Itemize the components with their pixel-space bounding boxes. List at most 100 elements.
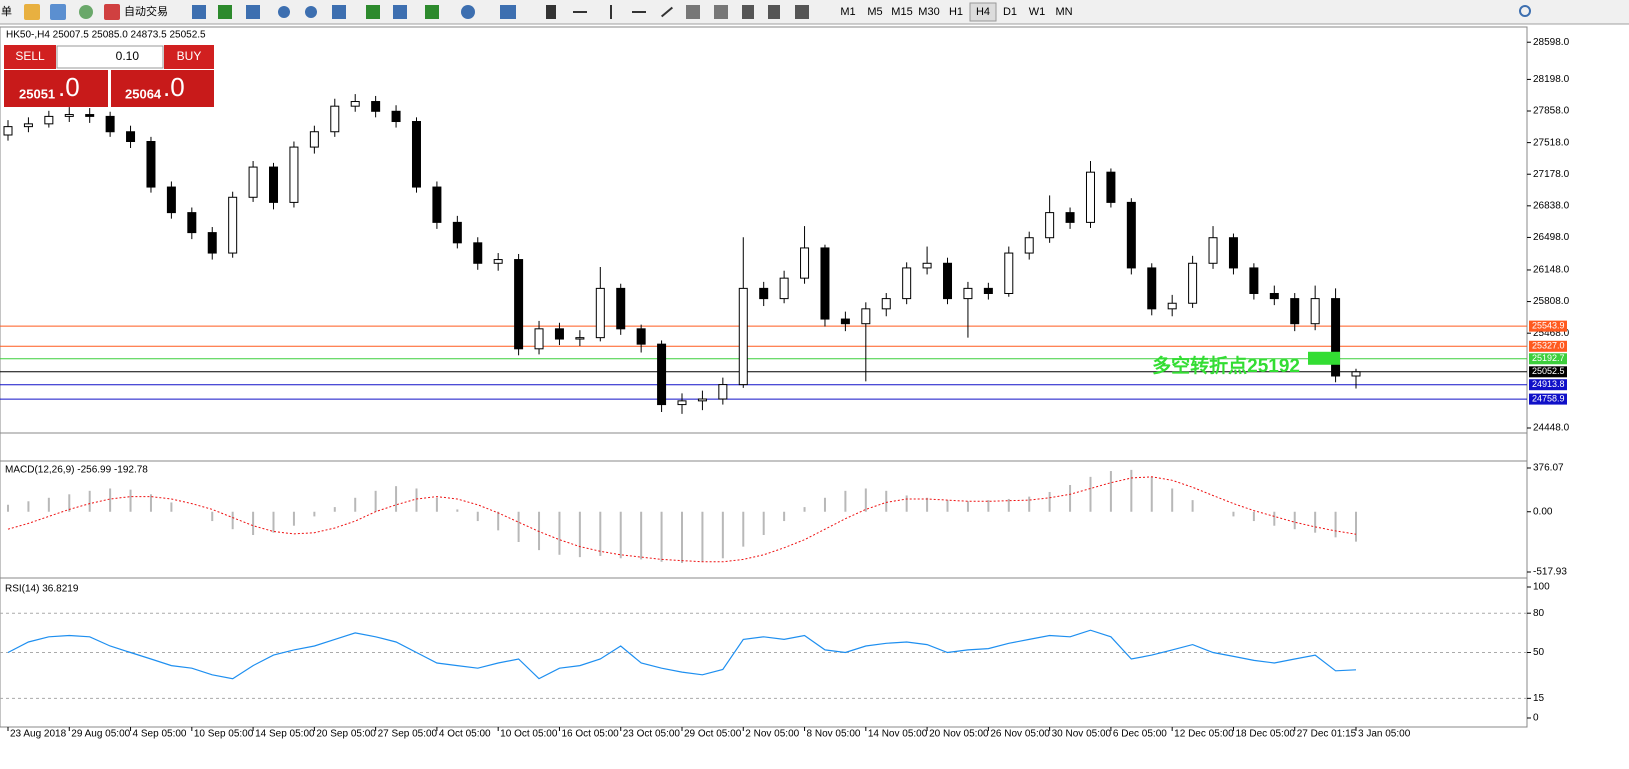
bid-fraction[interactable]: .0 [58,72,80,102]
candle-body [1045,212,1055,239]
buy-button[interactable] [164,45,214,69]
x-tick-label: 20 Sep 05:00 [316,729,376,740]
candle-body [432,186,442,223]
price-level-label: 25327.0 [1532,341,1565,351]
candle-body [1269,292,1279,300]
candle-body [922,262,932,269]
ask-price[interactable]: 25064 [125,86,162,101]
icon[interactable] [742,5,754,19]
candle-body [963,287,973,300]
timeframe-button[interactable]: M15 [891,6,912,18]
timeframe-button[interactable]: D1 [1003,6,1017,18]
price-level-box [1529,393,1567,405]
y-tick-label: 25808.0 [1533,296,1570,307]
x-tick-label: 4 Oct 05:00 [439,729,491,740]
bid-box[interactable] [4,70,108,107]
icon[interactable] [425,5,439,19]
candle-body [738,287,748,386]
icon[interactable] [795,5,809,19]
icon[interactable] [660,6,674,18]
menu[interactable]: 单 [1,5,12,18]
candle-body [1331,298,1341,377]
icon[interactable] [246,5,260,19]
lots-value[interactable]: 0.10 [116,49,140,63]
x-tick-label: 16 Oct 05:00 [561,729,619,740]
candle-body [902,267,912,300]
icon[interactable] [24,4,40,20]
candle-body [534,328,544,350]
icon[interactable] [332,5,346,19]
timeframe-active [969,2,997,22]
timeframe-button[interactable]: MN [1055,6,1072,18]
icon[interactable] [714,5,728,19]
price-level-label: 24758.9 [1532,393,1565,403]
tool-icons [192,5,809,19]
autotrade-icon[interactable] [104,4,120,20]
icon[interactable] [278,6,290,18]
icon[interactable] [218,5,232,19]
icon[interactable] [632,11,646,13]
rsi-title: RSI(14) 36.8219 [5,584,79,595]
y-tick-label: 26838.0 [1533,200,1570,211]
candle-body [1167,302,1177,310]
icon[interactable] [192,5,206,19]
icon[interactable] [686,5,700,19]
candle-body [840,318,850,325]
timeframe-button[interactable]: H1 [949,6,963,18]
icon[interactable] [393,5,407,19]
lots-field[interactable] [56,45,164,69]
icon[interactable] [500,5,516,19]
candle-body [64,114,74,117]
sell-label[interactable]: SELL [15,49,45,63]
candle-body [1106,171,1116,203]
ask-fraction[interactable]: .0 [163,72,185,102]
icon[interactable] [366,5,380,19]
autotrade[interactable]: 自动交易 [124,4,168,18]
x-tick-label: 23 Oct 05:00 [623,729,681,740]
y-tick-label: 27518.0 [1533,137,1570,148]
candle-body [289,146,299,203]
x-tick-label: 20 Nov 05:00 [929,729,989,740]
candle-body [1188,262,1198,304]
x-tick-label: 23 Aug 2018 [10,729,67,740]
y-tick-label: 376.07 [1533,463,1564,474]
icon[interactable] [768,5,780,19]
icon[interactable] [50,4,66,20]
timeframe-button[interactable]: M5 [867,6,882,18]
y-tick-label: 100 [1533,582,1550,593]
candle-body [1065,212,1075,223]
y-tick-label: 15 [1533,693,1545,704]
search-icon[interactable] [1519,5,1531,17]
x-tick-label: 2 Nov 05:00 [745,729,799,740]
icon[interactable] [461,5,475,19]
ask-box[interactable] [111,70,214,107]
candle-body [1228,237,1238,269]
y-tick-label: 80 [1533,608,1545,619]
sell-button[interactable] [4,45,56,69]
timeframe-button[interactable]: M1 [840,6,855,18]
bid-price[interactable]: 25051 [19,86,55,101]
timeframe-button[interactable]: W1 [1029,6,1046,18]
candle-body [228,196,238,254]
x-tick-label: 10 Oct 05:00 [500,729,558,740]
y-tick-label: 50 [1533,647,1545,658]
candle-body [1290,298,1300,325]
candle-body [1085,171,1095,223]
timeframe-button[interactable]: H4 [976,6,990,18]
icon[interactable] [546,5,556,19]
icon[interactable] [79,5,93,19]
candle-body [85,114,95,117]
trade-panel: SELL 0.10 BUY 25051 .0 25064 .0 [4,45,214,107]
timeframe-button[interactable]: M30 [918,6,939,18]
icon[interactable] [610,5,612,19]
x-tick-label: 26 Nov 05:00 [990,729,1050,740]
icon[interactable] [573,11,587,13]
candle-body [779,277,789,300]
x-tick-label: 27 Dec 01:15 [1297,729,1357,740]
icon[interactable] [305,6,317,18]
buy-label[interactable]: BUY [177,49,202,63]
x-tick-label: 8 Nov 05:00 [807,729,861,740]
candle-body [657,343,667,406]
candle-body [595,287,605,339]
y-tick-label: 0 [1533,713,1539,724]
